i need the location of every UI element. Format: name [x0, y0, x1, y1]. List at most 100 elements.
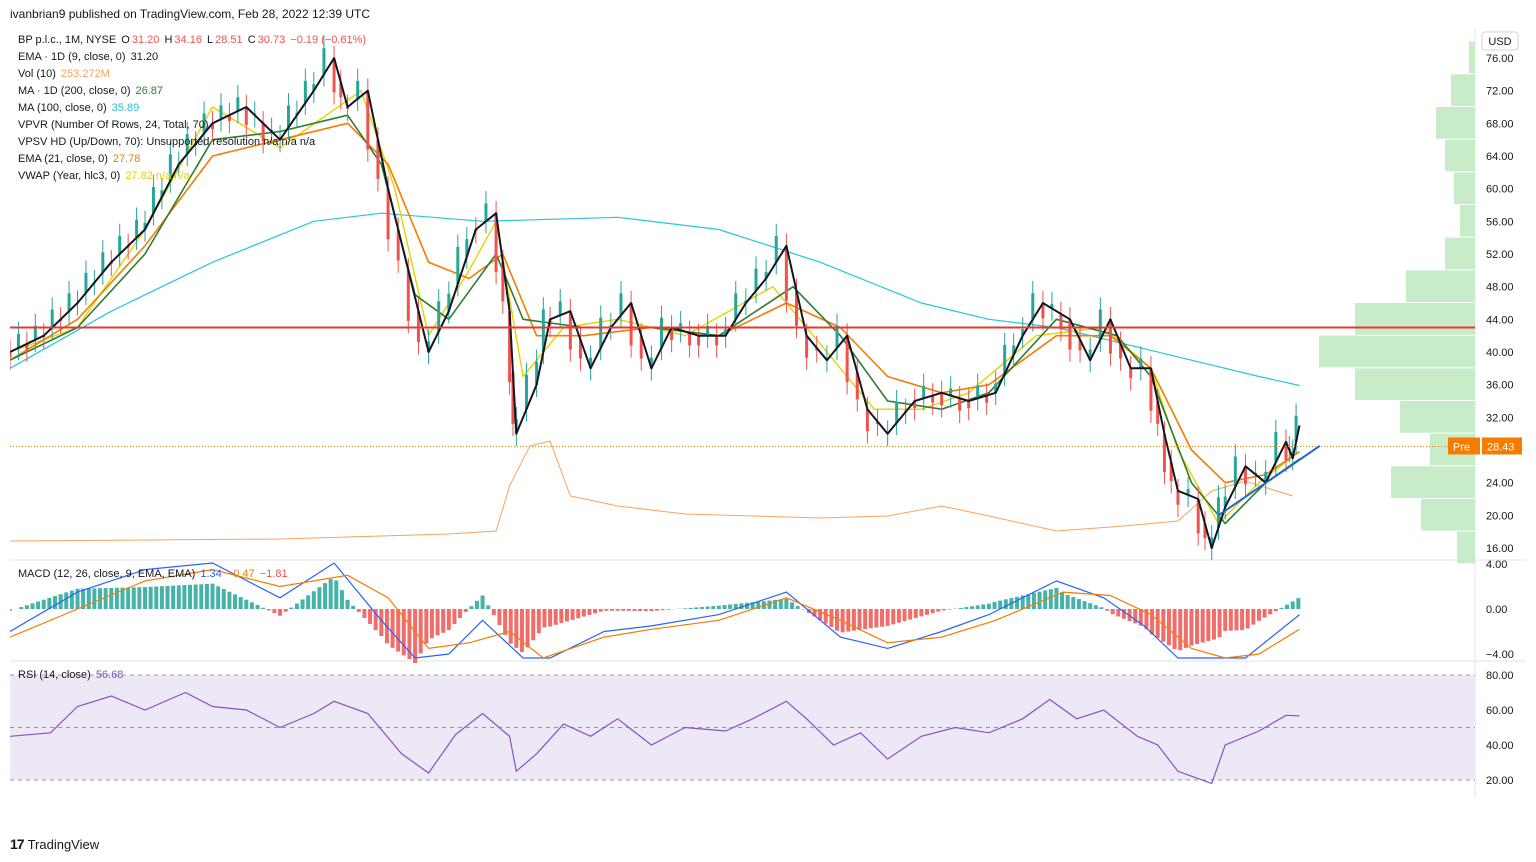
tradingview-logo-icon: 17	[10, 836, 25, 852]
macd-histogram-bar	[908, 609, 913, 620]
macd-histogram-bar	[514, 609, 519, 648]
candle-body	[244, 107, 248, 125]
candle-body	[764, 271, 768, 279]
indicator-legend-row[interactable]: EMA (21, close, 0) 27.78	[18, 151, 317, 168]
rsi-tick-label: 40.00	[1486, 740, 1514, 752]
macd-histogram-bar	[356, 609, 361, 612]
rsi-band	[10, 675, 1475, 780]
macd-histogram-bar	[227, 591, 232, 609]
price-tick-label: 76.00	[1486, 53, 1514, 65]
candle-body	[589, 357, 593, 369]
legend-symbol[interactable]: BP p.l.c., 1M, NYSE	[18, 34, 117, 46]
indicator-legend-row[interactable]: Vol (10) 253.272M	[18, 66, 317, 83]
macd-histogram-bar	[773, 600, 778, 609]
macd-histogram-bar	[390, 609, 395, 648]
candle-body	[1139, 358, 1143, 369]
macd-histogram-bar	[1065, 594, 1070, 609]
macd-histogram-bar	[823, 609, 828, 624]
macd-histogram-bar	[480, 595, 485, 609]
candle-body	[50, 309, 54, 328]
macd-histogram-bar	[1166, 609, 1171, 646]
candle-body	[1216, 497, 1220, 528]
macd-histogram-bar	[930, 609, 935, 614]
macd-histogram-bar	[919, 609, 924, 617]
change-value: −0.19 (−0.61%)	[290, 34, 367, 46]
candle-body	[1162, 433, 1166, 473]
candle-body	[376, 139, 380, 179]
indicator-legend-row[interactable]: VPVR (Number Of Rows, 24, Total, 70)	[18, 117, 317, 134]
macd-histogram-bar	[925, 609, 930, 615]
macd-histogram-bar	[1150, 609, 1155, 635]
indicator-legend-row[interactable]: VWAP (Year, hlc3, 0) 27.82 n/a n/a	[18, 168, 317, 185]
macd-histogram-bar	[1279, 607, 1284, 609]
macd-histogram-bar	[210, 583, 215, 609]
indicator-legend-row[interactable]: MA (100, close, 0) 35.89	[18, 100, 317, 117]
rsi-label[interactable]: RSI (14, close)	[18, 669, 91, 681]
rsi-tick-label: 80.00	[1486, 670, 1514, 682]
candle-body	[535, 361, 539, 385]
candle-body	[639, 335, 643, 359]
macd-histogram-bar	[694, 607, 699, 609]
macd-histogram-bar	[986, 603, 991, 609]
macd-histogram-bar	[328, 579, 333, 609]
candle-body	[688, 332, 692, 346]
rsi-value: 56.68	[95, 669, 124, 681]
macd-histogram-bar	[1093, 605, 1098, 609]
macd-histogram-bar	[739, 603, 744, 609]
candle-body	[855, 372, 859, 400]
tradingview-brand[interactable]: 17 TradingView	[10, 836, 99, 852]
macd-histogram-bar	[429, 609, 434, 639]
candle-body	[143, 222, 147, 230]
indicator-legend-row[interactable]: MA · 1D (200, close, 0) 26.87	[18, 83, 317, 100]
macd-histogram-bar	[1155, 609, 1160, 639]
macd-histogram-bar	[165, 585, 170, 609]
candle-body	[659, 317, 663, 348]
macd-histogram-bar	[1020, 595, 1025, 609]
macd-label[interactable]: MACD (12, 26, close, 9, EMA, EMA)	[18, 568, 196, 580]
macd-histogram-bar	[593, 609, 598, 614]
macd-histogram-bar	[98, 588, 103, 609]
volume-profile-bar	[1436, 107, 1475, 139]
macd-histogram-bar	[474, 600, 479, 609]
macd-histogram-bar	[339, 590, 344, 609]
macd-histogram-bar	[1076, 599, 1081, 609]
macd-histogram-bar	[171, 585, 176, 609]
macd-histogram-bar	[559, 609, 564, 624]
macd-histogram-bar	[216, 586, 221, 609]
candle-body	[118, 236, 122, 254]
trendline	[1217, 445, 1321, 517]
pre-price-box	[1482, 437, 1522, 455]
chart-svg[interactable]: USD 76.00 72.00 68.00 64.00 60.00 56.00 52.00 48…	[8, 28, 1526, 821]
candle-body	[1068, 319, 1072, 350]
macd-histogram-bar	[660, 609, 665, 611]
candle-body	[1050, 304, 1054, 309]
candle-body	[1088, 349, 1092, 361]
candle-body	[985, 395, 989, 403]
candle-body	[160, 190, 164, 197]
close-value: 30.73	[257, 34, 286, 46]
macd-histogram-bar	[92, 588, 97, 609]
candle-body	[312, 84, 316, 91]
macd-histogram-bar	[553, 609, 558, 625]
candle-body	[168, 154, 172, 181]
macd-histogram-bar	[1071, 597, 1076, 609]
macd-histogram-bar	[795, 605, 800, 609]
volume-profile-bar	[1454, 172, 1475, 204]
candle-body	[101, 252, 105, 273]
candle-body	[1156, 401, 1160, 424]
candle-body	[1098, 309, 1102, 340]
macd-histogram-bar	[778, 599, 783, 609]
indicator-legend-row[interactable]: EMA · 1D (9, close, 0) 31.20	[18, 49, 317, 66]
price-tick-label: 60.00	[1486, 184, 1514, 196]
price-tick-label: 24.00	[1486, 478, 1514, 490]
macd-histogram-bar	[19, 607, 24, 609]
macd-histogram-bar	[1268, 609, 1273, 615]
chart-frame[interactable]: USD 76.00 72.00 68.00 64.00 60.00 56.00 52.00 48…	[8, 28, 1526, 821]
macd-histogram-bar	[767, 600, 772, 609]
macd-histogram-bar	[1037, 591, 1042, 609]
macd-histogram-bar	[1060, 592, 1065, 609]
macd-histogram-bar	[981, 604, 986, 609]
price-tick-label: 52.00	[1486, 249, 1514, 261]
indicator-legend-row[interactable]: VPSV HD (Up/Down, 70): Unsupported resol…	[18, 134, 317, 151]
candle-body	[227, 115, 231, 121]
